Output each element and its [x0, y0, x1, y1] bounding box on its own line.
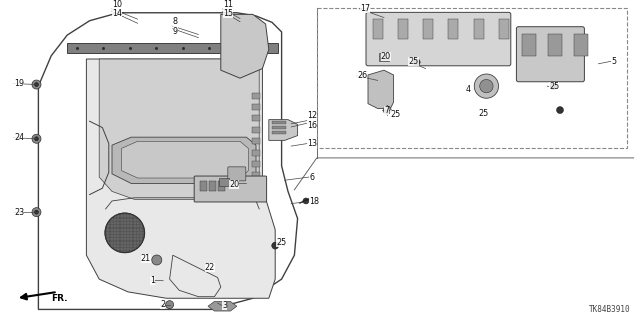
Circle shape: [480, 79, 493, 93]
Circle shape: [166, 300, 173, 309]
Bar: [252, 173, 260, 178]
Text: 17: 17: [360, 4, 370, 13]
Polygon shape: [269, 120, 298, 140]
Text: 4: 4: [466, 85, 471, 94]
Bar: [252, 150, 260, 156]
Text: 25: 25: [276, 238, 287, 247]
Bar: [317, 8, 627, 148]
Bar: [373, 19, 383, 39]
Text: 22: 22: [205, 263, 215, 272]
Text: 23: 23: [14, 208, 24, 217]
Bar: [423, 19, 433, 39]
Polygon shape: [221, 14, 269, 78]
Circle shape: [32, 208, 41, 217]
Polygon shape: [112, 137, 256, 183]
Circle shape: [35, 137, 38, 141]
Polygon shape: [99, 59, 259, 199]
FancyBboxPatch shape: [366, 12, 511, 66]
Polygon shape: [368, 70, 394, 108]
Polygon shape: [208, 301, 237, 311]
Bar: [499, 19, 509, 39]
Bar: [252, 115, 260, 122]
Bar: [218, 181, 225, 191]
Bar: [219, 178, 229, 186]
Text: 19: 19: [14, 79, 24, 88]
FancyBboxPatch shape: [516, 27, 584, 82]
Bar: [575, 34, 588, 56]
Circle shape: [152, 255, 162, 265]
Text: 25: 25: [390, 110, 401, 119]
Text: 5: 5: [611, 57, 616, 66]
FancyBboxPatch shape: [228, 167, 246, 181]
Circle shape: [383, 106, 391, 114]
Text: 8
9: 8 9: [173, 17, 178, 35]
Text: 11
15: 11 15: [223, 0, 233, 18]
Circle shape: [32, 80, 41, 89]
Text: 13: 13: [307, 139, 317, 148]
Text: 6: 6: [309, 173, 314, 182]
Bar: [252, 104, 260, 110]
Circle shape: [35, 210, 38, 214]
Circle shape: [303, 198, 309, 204]
Text: 10
14: 10 14: [112, 0, 122, 18]
Bar: [272, 131, 286, 134]
Text: 25: 25: [549, 82, 559, 91]
Bar: [474, 19, 484, 39]
Bar: [272, 126, 286, 129]
Text: 25: 25: [479, 109, 489, 118]
Bar: [548, 34, 563, 56]
Text: 21: 21: [141, 254, 151, 263]
Bar: [252, 138, 260, 144]
Text: 20: 20: [381, 52, 391, 61]
FancyBboxPatch shape: [194, 176, 267, 202]
Text: 12
16: 12 16: [307, 111, 317, 130]
Polygon shape: [86, 59, 275, 298]
Polygon shape: [67, 43, 278, 53]
Text: 1: 1: [150, 276, 156, 285]
Text: 24: 24: [14, 133, 24, 142]
Text: 3: 3: [222, 301, 227, 310]
Text: 2: 2: [160, 300, 165, 309]
Bar: [522, 34, 536, 56]
Bar: [252, 93, 260, 99]
Text: 25: 25: [408, 57, 419, 66]
Bar: [272, 121, 286, 124]
Text: 7: 7: [384, 106, 389, 115]
Circle shape: [32, 134, 41, 143]
Circle shape: [557, 107, 563, 114]
Text: 26: 26: [357, 71, 367, 80]
Circle shape: [550, 83, 557, 90]
Circle shape: [35, 83, 38, 86]
Circle shape: [272, 242, 278, 249]
Circle shape: [413, 59, 420, 66]
Circle shape: [105, 213, 145, 253]
Polygon shape: [122, 141, 248, 178]
Bar: [200, 181, 207, 191]
Bar: [449, 19, 458, 39]
Bar: [398, 19, 408, 39]
Bar: [252, 161, 260, 167]
Circle shape: [474, 74, 499, 98]
Text: 18: 18: [309, 197, 319, 206]
Bar: [209, 181, 216, 191]
Bar: [379, 53, 389, 62]
Text: 20: 20: [229, 180, 239, 189]
Text: FR.: FR.: [51, 294, 68, 303]
Text: TK84B3910: TK84B3910: [589, 305, 630, 314]
Bar: [252, 127, 260, 133]
